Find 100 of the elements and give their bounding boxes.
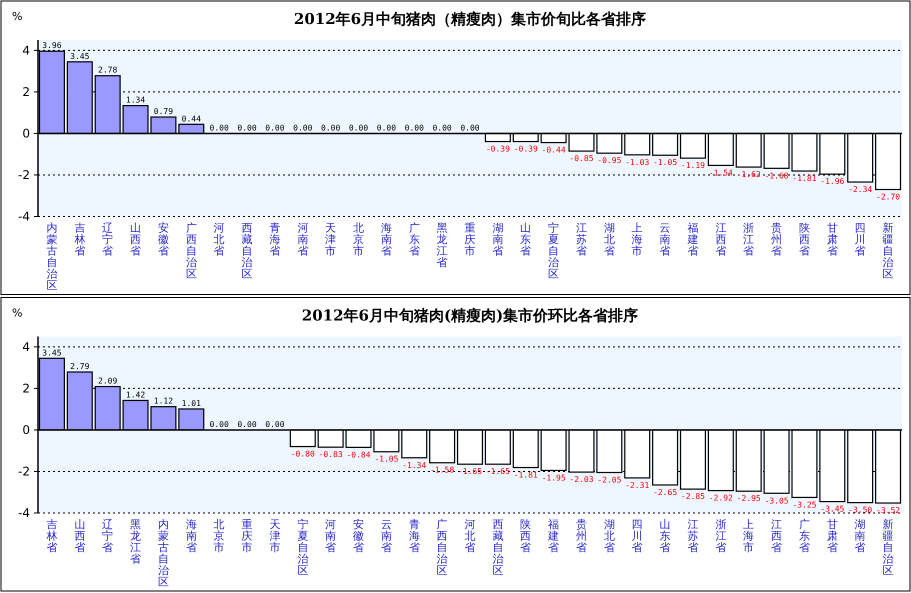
data-label: 0.00 — [321, 123, 340, 132]
x-tick-label: 山西省 — [130, 222, 142, 258]
x-tick-label: 黑龙江省 — [130, 518, 142, 566]
data-label: -3.52 — [876, 506, 900, 516]
x-tick-label: 河南省 — [297, 222, 308, 258]
data-label: -2.95 — [736, 494, 761, 504]
x-tick-label: 吉林省 — [45, 518, 58, 554]
data-label: -1.34 — [402, 460, 426, 470]
y-tick-label: 0 — [22, 126, 30, 140]
x-tick-label: 西藏自治区 — [492, 518, 504, 577]
data-label: 2.79 — [70, 362, 90, 372]
data-label: -3.50 — [848, 506, 872, 515]
x-tick-label: 黑龙江省 — [436, 222, 448, 269]
y-axis-title: % — [12, 10, 22, 23]
data-label: 3.96 — [42, 41, 62, 50]
x-tick-label: 贵州省 — [576, 518, 587, 554]
x-tick-label: 河南省 — [325, 518, 336, 554]
data-label: -0.85 — [569, 154, 594, 164]
x-tick-label: 河北省 — [214, 222, 225, 258]
x-tick-label: 河北省 — [464, 518, 476, 554]
x-tick-label: 安徽省 — [353, 518, 364, 554]
data-label: -0.44 — [542, 146, 566, 155]
x-tick-label: 贵州省 — [771, 222, 782, 258]
data-label: -3.25 — [792, 500, 817, 510]
x-tick-label: 宁夏自治区 — [297, 518, 308, 577]
x-tick-label: 湖北省 — [604, 518, 615, 554]
y-tick-label: -2 — [18, 464, 30, 478]
x-tick-label: 浙江省 — [715, 518, 726, 554]
x-tick-label: 宁夏自治区 — [548, 222, 560, 280]
x-tick-label: 广西自治区 — [186, 222, 197, 280]
x-tick-label: 四川省 — [632, 518, 643, 554]
data-label: -1.58 — [430, 466, 454, 475]
x-tick-label: 广东省 — [798, 518, 810, 554]
x-tick-label: 重庆市 — [242, 518, 253, 554]
data-label: 0.00 — [265, 420, 285, 429]
y-axis-title: % — [12, 306, 22, 320]
chart-title: 2012年6月中旬猪肉(精瘦肉)集市价环比各省排序 — [302, 306, 638, 324]
data-label: 3.45 — [70, 52, 90, 61]
x-tick-label: 江西省 — [771, 518, 782, 554]
data-label: -0.83 — [318, 450, 343, 460]
data-label: -1.65 — [458, 467, 482, 476]
data-label: -2.85 — [680, 492, 706, 502]
y-tick-label: -4 — [18, 506, 30, 520]
data-label: -2.03 — [569, 475, 594, 484]
data-label: 0.00 — [210, 123, 229, 132]
x-tick-label: 青海省 — [269, 222, 280, 258]
x-tick-label: 甘肃省 — [826, 518, 838, 554]
x-tick-label: 上海市 — [743, 518, 754, 554]
x-tick-label: 陕西省 — [798, 222, 810, 258]
data-label: 0.00 — [265, 123, 285, 132]
data-label: -3.05 — [764, 496, 789, 506]
x-tick-label: 浙江省 — [743, 222, 754, 258]
x-tick-label: 云南省 — [660, 222, 671, 258]
data-label: -2.65 — [653, 488, 678, 497]
data-label: -1.81 — [792, 174, 817, 184]
data-label: -1.62 — [736, 170, 761, 180]
data-label: 0.00 — [237, 123, 257, 132]
x-tick-label: 新疆自治区 — [882, 518, 894, 577]
x-tick-label: 吉林省 — [73, 222, 86, 258]
data-label: 2.09 — [98, 376, 118, 386]
x-tick-label: 山西省 — [74, 518, 86, 554]
data-label: 0.00 — [293, 123, 313, 132]
y-tick-label: -2 — [18, 168, 30, 182]
data-label: -0.95 — [597, 156, 622, 166]
data-label: 0.00 — [460, 123, 480, 132]
data-label: -1.54 — [708, 168, 734, 178]
x-tick-label: 山东省 — [520, 222, 532, 258]
data-label: -0.39 — [486, 144, 510, 154]
data-label: 1.01 — [182, 398, 202, 408]
x-tick-label: 青海省 — [408, 518, 420, 554]
data-label: 0.00 — [432, 123, 452, 132]
x-tick-label: 上海市 — [632, 222, 643, 258]
chart-title: 2012年6月中旬猪肉（精瘦肉）集市价旬比各省排序 — [294, 10, 646, 28]
data-label: 0.79 — [154, 107, 174, 116]
x-tick-label: 广东省 — [408, 222, 420, 258]
x-tick-label: 内蒙古自治区 — [158, 518, 169, 588]
y-tick-label: 0 — [22, 422, 30, 437]
data-label: -3.45 — [820, 504, 845, 514]
y-tick-label: 4 — [22, 340, 30, 354]
data-label: -2.05 — [597, 476, 622, 485]
x-tick-label: 江西省 — [715, 222, 726, 258]
data-label: -0.39 — [514, 144, 538, 154]
x-tick-label: 湖南省 — [854, 518, 866, 554]
data-label: -1.03 — [625, 158, 650, 167]
x-tick-label: 江苏省 — [687, 518, 698, 554]
data-label: -2.70 — [876, 192, 900, 202]
data-label: -2.31 — [625, 480, 650, 490]
data-label: -0.80 — [290, 450, 315, 459]
data-label: 0.00 — [237, 420, 257, 429]
x-tick-label: 广西自治区 — [436, 518, 448, 577]
data-label: -1.19 — [680, 161, 706, 170]
x-tick-label: 湖南省 — [492, 222, 504, 258]
x-tick-label: 海南省 — [380, 222, 392, 258]
x-tick-label: 天津市 — [325, 222, 336, 258]
data-label: 0.00 — [348, 123, 368, 132]
data-label: -2.34 — [848, 185, 872, 194]
x-tick-label: 福建省 — [686, 222, 698, 258]
data-label: -2.92 — [708, 494, 734, 503]
y-tick-label: 2 — [22, 84, 30, 99]
data-label: -1.65 — [486, 467, 510, 476]
